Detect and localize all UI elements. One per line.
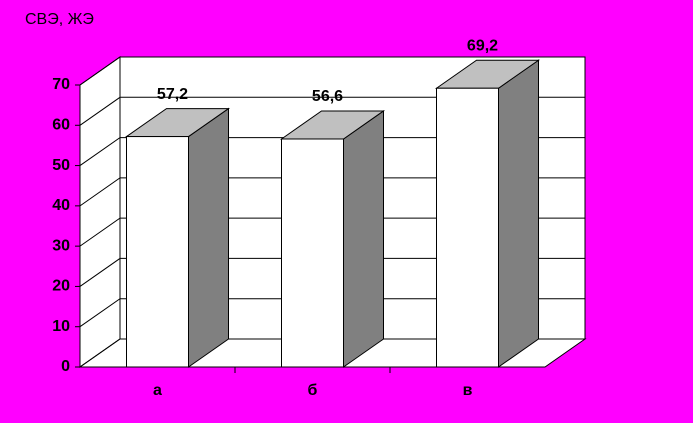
chart-title: СВЭ, ЖЭ bbox=[25, 11, 94, 28]
y-tick-label: 40 bbox=[52, 197, 70, 214]
bar-side bbox=[343, 110, 384, 368]
grid-line bbox=[79, 177, 585, 207]
y-tick-label: 70 bbox=[52, 76, 70, 93]
grid-line bbox=[79, 96, 585, 126]
value-label: 69,2 bbox=[467, 37, 498, 54]
y-tick-label: 20 bbox=[52, 278, 70, 295]
y-tick-label: 50 bbox=[52, 157, 70, 174]
bar-side bbox=[498, 59, 539, 368]
value-label: 57,2 bbox=[157, 86, 188, 103]
bar-side bbox=[188, 107, 229, 368]
y-tick-label: 10 bbox=[52, 318, 70, 335]
y-tick-label: 60 bbox=[52, 117, 70, 134]
bar bbox=[436, 87, 499, 368]
grid-line bbox=[79, 338, 585, 368]
grid-line bbox=[79, 298, 585, 328]
x-tick-label: а bbox=[153, 382, 162, 399]
bar bbox=[126, 136, 189, 368]
grid-line bbox=[79, 56, 585, 86]
left-wall bbox=[79, 56, 121, 368]
grid-line bbox=[79, 257, 585, 287]
value-label: 56,6 bbox=[312, 88, 343, 105]
grid-line bbox=[79, 217, 585, 247]
x-tick-label: в bbox=[463, 382, 473, 399]
bar bbox=[281, 138, 344, 368]
grid-line bbox=[79, 137, 585, 166]
y-tick-label: 30 bbox=[52, 237, 70, 254]
x-tick-label: б bbox=[308, 382, 318, 399]
y-tick-label: 0 bbox=[61, 358, 70, 375]
